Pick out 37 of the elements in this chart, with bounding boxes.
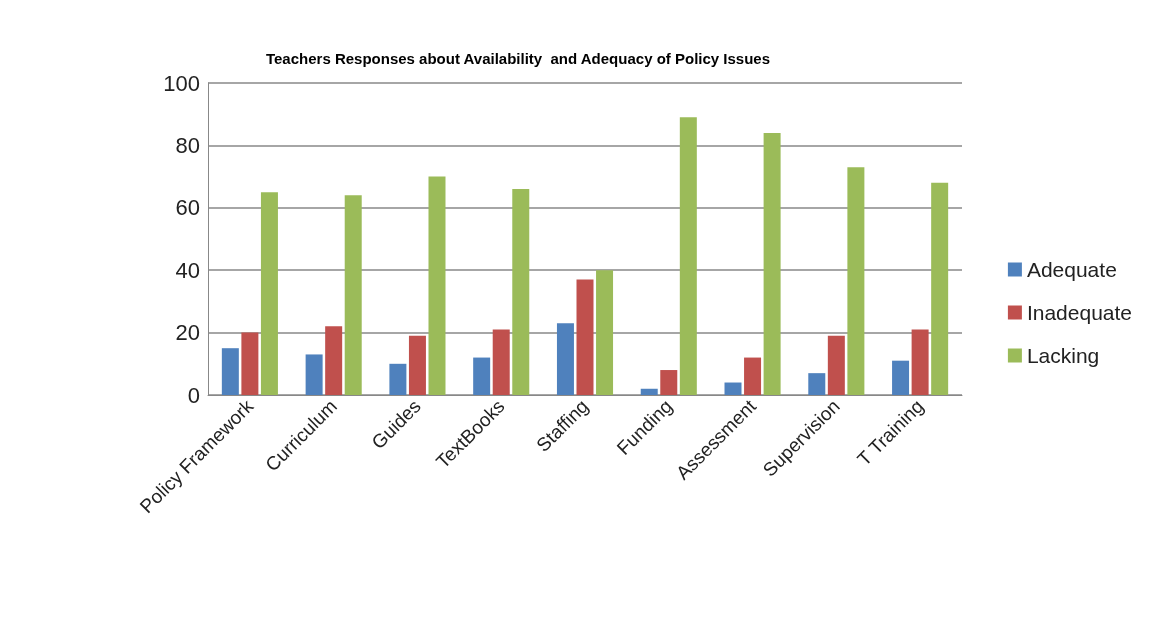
bar (325, 326, 343, 395)
legend-label: Inadequate (1026, 301, 1133, 324)
bar (892, 360, 910, 395)
legend-label: Lacking (1026, 344, 1100, 367)
y-tick-label: 100 (163, 70, 200, 96)
bar (408, 335, 426, 395)
bar (847, 167, 865, 395)
bar (724, 382, 742, 395)
bar (473, 357, 491, 395)
bar (827, 335, 845, 395)
bar (679, 117, 697, 395)
bar (556, 323, 574, 395)
bar (512, 189, 530, 395)
bar (241, 332, 259, 395)
bar (763, 132, 781, 395)
y-tick-label: 60 (175, 195, 200, 221)
bar (260, 192, 278, 395)
bar (492, 329, 510, 395)
y-tick-label: 20 (175, 320, 200, 346)
bar (931, 182, 949, 395)
y-tick-label: 0 (187, 382, 200, 408)
bar (640, 388, 658, 395)
bar (389, 363, 407, 395)
bar (744, 357, 762, 395)
bar (428, 176, 446, 395)
chart-title: Teachers Responses about Availability and Adequacy of Policy Issues (265, 50, 771, 67)
bar (596, 270, 614, 395)
bar (576, 279, 594, 395)
legend-label: Adequate (1026, 258, 1117, 281)
y-tick-label: 80 (175, 132, 200, 158)
bar (660, 370, 678, 395)
y-tick-label: 40 (175, 257, 200, 283)
bar (305, 354, 323, 395)
bar (344, 195, 362, 395)
bar (808, 373, 826, 395)
bar (221, 348, 239, 395)
bar (911, 329, 929, 395)
